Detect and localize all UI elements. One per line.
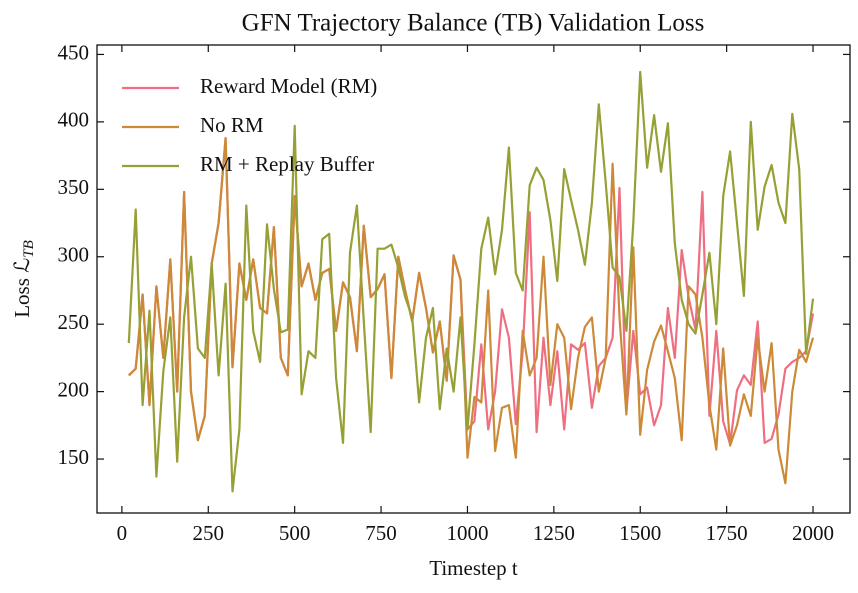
y-tick-label: 150 bbox=[58, 445, 90, 469]
plot-frame bbox=[96, 44, 851, 514]
y-tick-label: 400 bbox=[58, 108, 90, 132]
x-tick-label: 750 bbox=[365, 521, 397, 545]
legend-label: Reward Model (RM) bbox=[200, 74, 377, 98]
y-tick-label: 300 bbox=[58, 243, 90, 267]
x-tick-label: 250 bbox=[193, 521, 225, 545]
data-line bbox=[127, 70, 815, 493]
legend-label: No RM bbox=[200, 113, 264, 137]
y-tick-label: 450 bbox=[58, 40, 90, 64]
x-tick-label: 1000 bbox=[446, 521, 488, 545]
y-axis-label: Loss ℒTB bbox=[10, 240, 38, 318]
x-axis-label: Timestep t bbox=[429, 556, 518, 580]
x-tick-label: 1500 bbox=[619, 521, 661, 545]
y-tick-label: 350 bbox=[58, 175, 90, 199]
y-tick-label: 250 bbox=[58, 310, 90, 334]
x-tick-label: 0 bbox=[117, 521, 128, 545]
x-tick-label: 1250 bbox=[533, 521, 575, 545]
x-tick-label: 500 bbox=[279, 521, 311, 545]
x-tick-label: 2000 bbox=[792, 521, 834, 545]
x-tick-label: 1750 bbox=[706, 521, 748, 545]
legend-label: RM + Replay Buffer bbox=[200, 152, 374, 176]
y-tick-label: 200 bbox=[58, 377, 90, 401]
chart-title: GFN Trajectory Balance (TB) Validation L… bbox=[242, 10, 705, 37]
